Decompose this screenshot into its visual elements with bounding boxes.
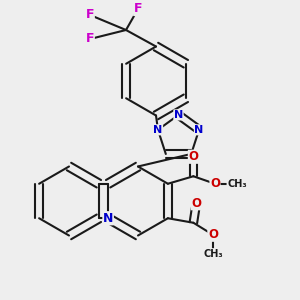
Text: CH₃: CH₃ <box>203 249 223 259</box>
Text: F: F <box>86 32 94 46</box>
Text: O: O <box>210 177 220 190</box>
Text: O: O <box>208 228 218 241</box>
Text: N: N <box>194 125 204 135</box>
Text: N: N <box>153 125 163 135</box>
Text: F: F <box>86 8 94 22</box>
Text: CH₃: CH₃ <box>227 179 247 189</box>
Text: O: O <box>191 197 201 210</box>
Text: O: O <box>188 150 198 163</box>
Text: F: F <box>134 2 142 16</box>
Text: N: N <box>103 212 113 225</box>
Text: N: N <box>174 110 183 120</box>
